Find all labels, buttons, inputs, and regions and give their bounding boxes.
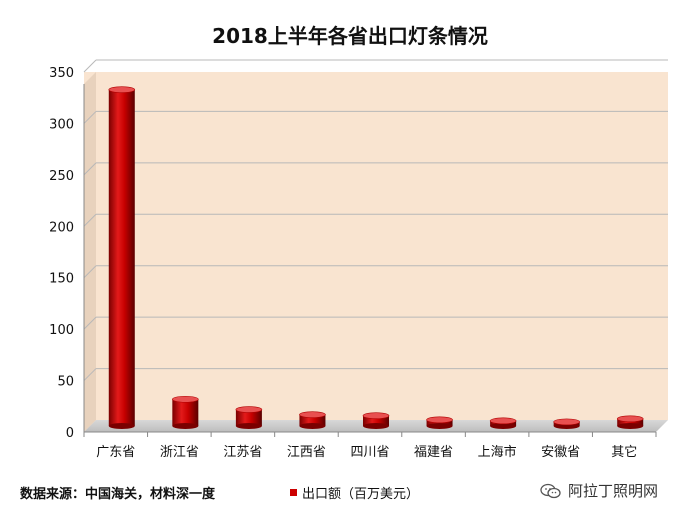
bar bbox=[617, 418, 644, 426]
bar bbox=[363, 415, 389, 426]
bar-cap bbox=[426, 416, 453, 424]
chart-title: 2018上半年各省出口灯条情况 bbox=[212, 24, 488, 48]
bar-base bbox=[299, 423, 326, 429]
bar-cap bbox=[172, 395, 199, 403]
bar bbox=[235, 409, 262, 426]
bar bbox=[299, 414, 326, 426]
bar-cap bbox=[616, 415, 644, 423]
x-category-label: 江西省 bbox=[287, 445, 326, 460]
gridline-side bbox=[83, 111, 97, 124]
y-tick-label: 100 bbox=[49, 323, 74, 338]
x-category-label: 四川省 bbox=[350, 445, 389, 460]
gridline-side bbox=[83, 265, 97, 279]
bar bbox=[172, 399, 199, 426]
y-tick-label: 50 bbox=[57, 375, 74, 390]
x-category-label: 上海市 bbox=[478, 444, 517, 460]
bar-base bbox=[235, 423, 262, 429]
y-tick-label: 0 bbox=[66, 426, 74, 441]
plot-wall bbox=[96, 72, 668, 420]
y-tick-label: 200 bbox=[49, 220, 74, 235]
gridline-side bbox=[83, 316, 97, 330]
y-tick-label: 250 bbox=[49, 169, 74, 184]
gridline-side bbox=[83, 59, 97, 73]
x-category-label: 福建省 bbox=[414, 445, 453, 460]
y-tick-label: 150 bbox=[49, 272, 74, 287]
legend-swatch bbox=[290, 489, 297, 496]
gridline-side bbox=[83, 368, 97, 381]
legend: 出口额（百万美元） bbox=[290, 483, 419, 502]
y-tick-label: 350 bbox=[49, 66, 74, 81]
bar-cap bbox=[235, 406, 263, 413]
bar-base bbox=[172, 423, 199, 429]
gridline-side bbox=[83, 162, 97, 176]
bar-base bbox=[363, 423, 389, 429]
bar-base bbox=[617, 423, 644, 429]
bar bbox=[108, 89, 135, 427]
bar-cap bbox=[553, 418, 580, 426]
x-category-label: 江苏省 bbox=[223, 444, 262, 460]
source-note: 数据来源：中国海关，材料深一度 bbox=[20, 487, 216, 502]
legend-label: 出口额（百万美元） bbox=[302, 487, 420, 502]
x-category-label: 安徽省 bbox=[541, 445, 580, 460]
x-category-label: 广东省 bbox=[96, 445, 135, 460]
bar-cap bbox=[299, 411, 326, 418]
bar-base bbox=[108, 423, 135, 429]
bar-cap bbox=[362, 412, 390, 420]
bar-cap bbox=[489, 417, 517, 425]
wechat-icon bbox=[540, 483, 562, 499]
plot-side-wall bbox=[84, 72, 96, 432]
gridline-side bbox=[83, 213, 97, 227]
x-category-label: 其它 bbox=[611, 444, 637, 460]
bar-base bbox=[490, 423, 517, 429]
x-category-label: 浙江省 bbox=[160, 445, 199, 460]
watermark: 阿拉丁照明网 bbox=[540, 480, 658, 501]
y-tick-label: 300 bbox=[49, 117, 74, 132]
watermark-text: 阿拉丁照明网 bbox=[568, 482, 659, 500]
bar-base bbox=[426, 423, 453, 429]
bar-cap bbox=[108, 86, 136, 93]
